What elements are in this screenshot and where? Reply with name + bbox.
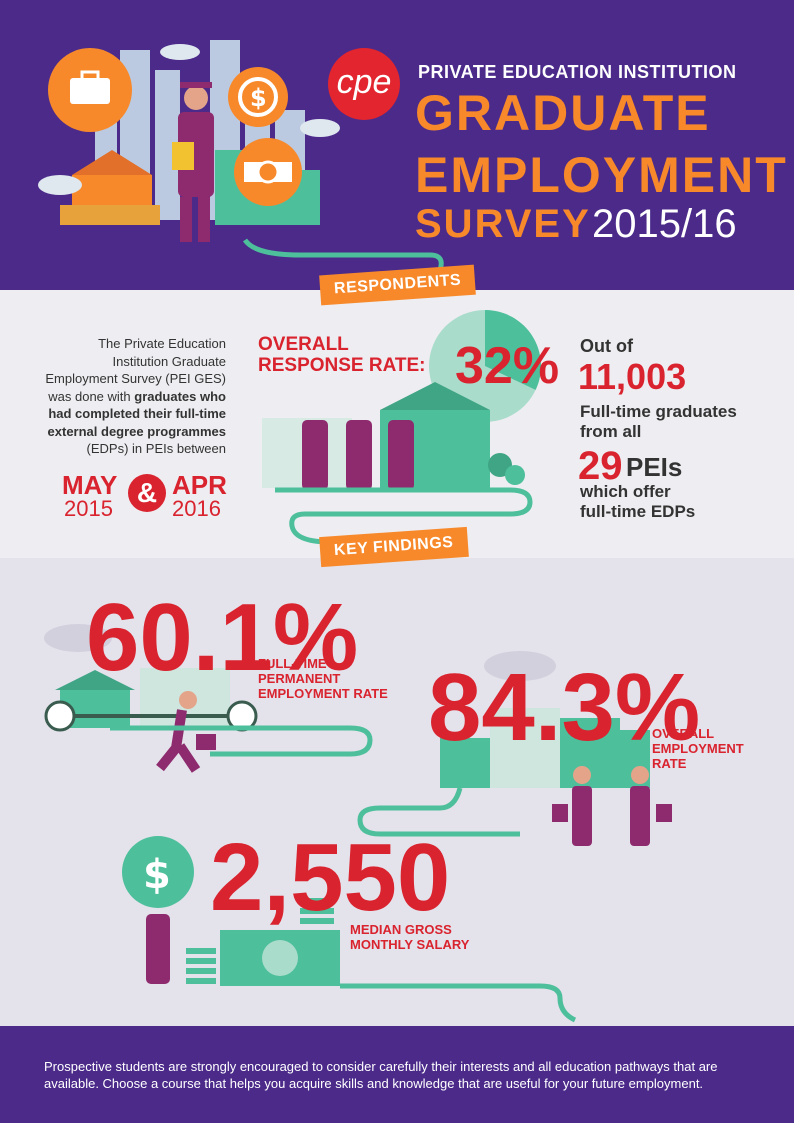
svg-text:$: $ — [250, 84, 267, 112]
title-line-3: SURVEY — [415, 202, 591, 246]
response-rate-label: OVERALL RESPONSE RATE: — [258, 334, 426, 376]
graduates-label-line-1: Full-time graduates — [580, 402, 737, 421]
end-month: APR — [172, 470, 227, 500]
fulltime-label-line-2: PERMANENT — [258, 671, 341, 686]
median-salary-label: MEDIAN GROSS MONTHLY SALARY — [350, 922, 469, 952]
findings-illustration: $ — [44, 624, 672, 1023]
start-month: MAY — [62, 470, 118, 500]
response-label-line-2: RESPONSE RATE: — [258, 355, 426, 376]
intro-text-bold: graduates who had completed their full-t… — [47, 388, 226, 439]
ampersand-badge: & — [128, 474, 166, 512]
graduates-count: 11,003 — [578, 356, 687, 397]
respondents-section — [0, 290, 794, 558]
intro-text-2: (EDPs) in PEIs between — [86, 441, 226, 456]
overall-label-line-1: OVERALL — [652, 726, 715, 741]
response-label-line-1: OVERALL — [258, 334, 349, 355]
response-rate-slice — [485, 310, 541, 390]
peis-sub-line-2: full-time EDPs — [580, 502, 696, 521]
graduates-label-line-2: from all — [580, 422, 642, 441]
survey-intro: The Private Education Institution Gradua… — [40, 335, 226, 458]
salary-label-line-1: MEDIAN GROSS — [350, 922, 452, 937]
peis-sub-line-1: which offer — [580, 482, 671, 501]
title-line-2: EMPLOYMENT — [415, 147, 788, 203]
cpe-logo: cpe — [328, 48, 400, 120]
median-salary-value: 2,550 — [210, 824, 451, 931]
title-line-1: GRADUATE — [415, 85, 711, 141]
key-findings-section: $ — [0, 558, 794, 1026]
survey-year: 2015/16 — [592, 202, 737, 246]
end-year: 2016 — [172, 496, 221, 521]
overall-employment-label: OVERALL EMPLOYMENT RATE — [652, 726, 744, 771]
peis-label: PEIs — [626, 452, 683, 482]
out-of-label: Out of — [580, 336, 633, 356]
header-subtitle: PRIVATE EDUCATION INSTITUTION — [418, 62, 737, 82]
dollar-coin-icon: $ — [143, 852, 171, 898]
header-banner: $ — [0, 0, 794, 290]
overall-label-line-3: RATE — [652, 756, 687, 771]
fulltime-employment-value: 60.1% — [86, 584, 359, 691]
fulltime-label-line-3: EMPLOYMENT RATE — [258, 686, 388, 701]
intro-text-1: The Private Education Institution Gradua… — [45, 336, 226, 404]
peis-sublabel: which offer full-time EDPs — [580, 482, 695, 522]
respondents-illustration — [262, 310, 541, 545]
start-year: 2015 — [64, 496, 113, 521]
peis-count: 29 — [578, 444, 623, 488]
fulltime-label-line-1: FULL-TIME — [258, 656, 327, 671]
salary-label-line-2: MONTHLY SALARY — [350, 937, 470, 952]
fulltime-employment-label: FULL-TIME PERMANENT EMPLOYMENT RATE — [258, 656, 388, 701]
overall-label-line-2: EMPLOYMENT — [652, 741, 744, 756]
footer-note: Prospective students are strongly encour… — [44, 1059, 718, 1091]
graduates-label: Full-time graduates from all — [580, 402, 770, 442]
overall-employment-value: 84.3% — [428, 654, 701, 761]
footer-banner — [0, 1026, 794, 1123]
header-illustration: $ — [38, 40, 444, 288]
response-rate-value: 32% — [455, 337, 560, 395]
